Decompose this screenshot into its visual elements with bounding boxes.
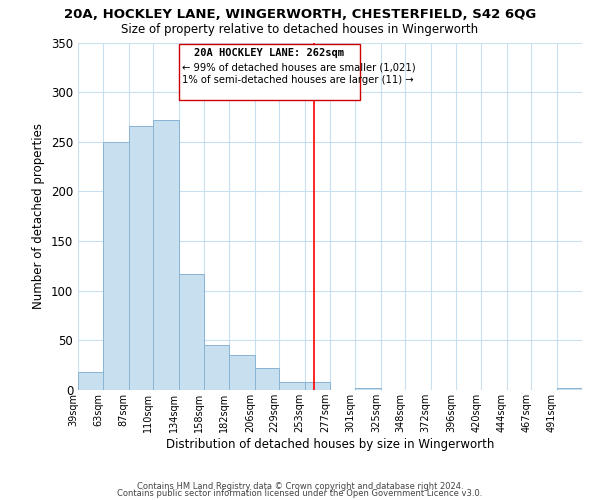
Text: Contains public sector information licensed under the Open Government Licence v3: Contains public sector information licen…: [118, 489, 482, 498]
Bar: [305, 382, 330, 390]
Bar: [279, 382, 305, 390]
Text: 1% of semi-detached houses are larger (11) →: 1% of semi-detached houses are larger (1…: [182, 76, 413, 86]
Text: 20A, HOCKLEY LANE, WINGERWORTH, CHESTERFIELD, S42 6QG: 20A, HOCKLEY LANE, WINGERWORTH, CHESTERF…: [64, 8, 536, 20]
Text: ← 99% of detached houses are smaller (1,021): ← 99% of detached houses are smaller (1,…: [182, 62, 415, 72]
Bar: [355, 388, 381, 390]
Bar: [103, 142, 129, 390]
Bar: [153, 120, 179, 390]
Bar: [557, 388, 582, 390]
FancyBboxPatch shape: [179, 44, 359, 100]
X-axis label: Distribution of detached houses by size in Wingerworth: Distribution of detached houses by size …: [166, 438, 494, 451]
Bar: [204, 346, 229, 390]
Bar: [78, 372, 103, 390]
Bar: [255, 368, 279, 390]
Text: Contains HM Land Registry data © Crown copyright and database right 2024.: Contains HM Land Registry data © Crown c…: [137, 482, 463, 491]
Y-axis label: Number of detached properties: Number of detached properties: [32, 123, 46, 309]
Bar: [229, 355, 255, 390]
Text: 20A HOCKLEY LANE: 262sqm: 20A HOCKLEY LANE: 262sqm: [194, 48, 344, 58]
Bar: [179, 274, 204, 390]
Bar: [129, 126, 153, 390]
Text: Size of property relative to detached houses in Wingerworth: Size of property relative to detached ho…: [121, 24, 479, 36]
